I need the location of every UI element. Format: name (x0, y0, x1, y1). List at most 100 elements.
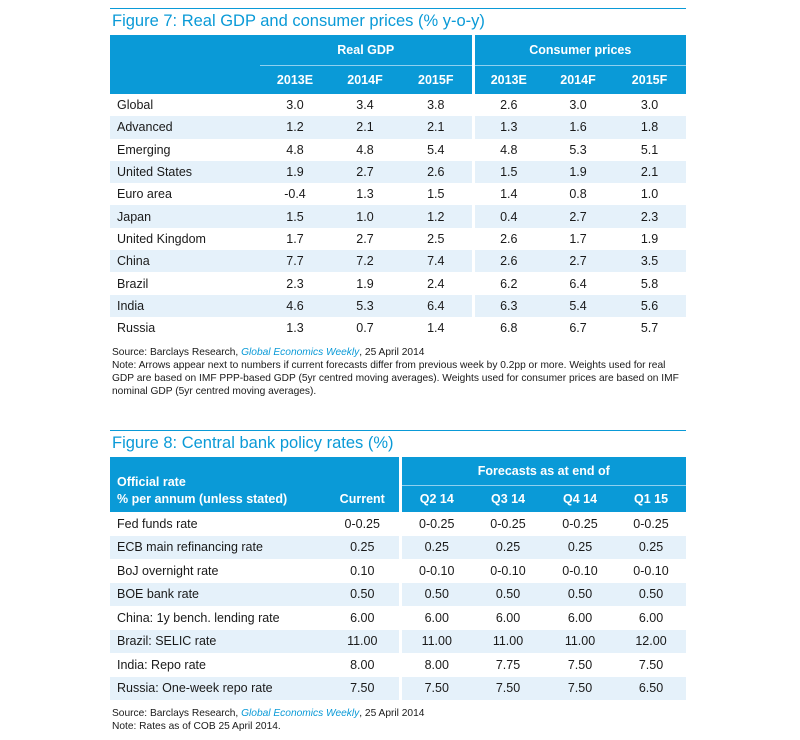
table-cell: 7.2 (330, 250, 400, 273)
table-cell: 2.3 (286, 276, 304, 291)
table-cell: 2.7 (543, 250, 614, 273)
policy-rates-table: Official rate % per annum (unless stated… (110, 457, 686, 700)
col-header: Current (326, 485, 400, 512)
table-cell: 5.4 (543, 294, 614, 317)
row-label: Global (117, 98, 154, 113)
table-cell: 1.3 (286, 321, 304, 336)
source-prefix: Source: Barclays Research, (112, 708, 242, 719)
figure-8-source: Source: Barclays Research, Global Econom… (110, 707, 686, 733)
col-header: 2013E (471, 65, 544, 94)
col-header: 2014F (330, 65, 400, 94)
figure-8: Figure 8: Central bank policy rates (%) … (110, 430, 686, 733)
row-label: Emerging (117, 142, 171, 157)
table-cell: 2.6 (471, 227, 544, 251)
table-row: BOE bank rate 0.50 0.50 0.50 0.50 0.50 (110, 582, 686, 606)
table-cell: 11.00 (326, 629, 400, 653)
table-row: Brazil: SELIC rate 11.00 11.00 11.00 11.00 12… (110, 629, 686, 653)
table-row: China 7.7 7.2 7.4 2.6 2.7 3.5 (110, 250, 687, 273)
table-cell: 6.00 (398, 606, 472, 630)
table-cell: 8.00 (350, 657, 375, 672)
table-cell: 2.7 (543, 205, 614, 228)
table-cell: 1.4 (471, 183, 544, 206)
table-row: BoJ overnight rate 0.10 0-0.10 0-0.10 0-0.10… (110, 559, 686, 583)
table-cell: 0-0.25 (490, 516, 526, 531)
table-cell: 7.50 (398, 676, 472, 700)
table-cell: 1.5 (471, 160, 544, 184)
table-cell: 1.0 (330, 205, 400, 228)
header-consumer-prices: Consumer prices (471, 35, 687, 66)
table-cell: 7.50 (544, 676, 616, 700)
row-label: India (110, 294, 260, 317)
figure-7-note: Note: Arrows appear next to numbers if c… (112, 360, 679, 398)
table-cell: 3.5 (613, 250, 687, 273)
table-cell: 4.8 (356, 142, 374, 157)
col-header: Q2 14 (398, 485, 472, 512)
table-cell: 2.1 (330, 116, 400, 139)
table-cell: 6.4 (569, 276, 587, 291)
table-row: India 4.6 5.3 6.4 6.3 5.4 5.6 (110, 294, 687, 317)
row-label: ECB main refinancing rate (110, 535, 326, 559)
table-cell: 5.4 (427, 142, 445, 157)
table-cell: 2.1 (613, 160, 687, 184)
table-cell: 5.8 (640, 276, 659, 291)
table-cell: 7.7 (260, 250, 330, 273)
source-date: , 25 April 2014 (359, 708, 425, 719)
table-cell: 0.25 (472, 535, 544, 559)
table-cell: 1.4 (427, 321, 445, 336)
table-row: Brazil 2.3 1.9 2.4 6.2 6.4 5.8 (110, 272, 686, 295)
figure-8-note: Note: Rates as of COB 25 April 2014. (112, 721, 281, 732)
col-header: 2013E (260, 65, 330, 94)
table-cell: 0-0.10 (398, 559, 472, 583)
table-cell: 1.3 (356, 187, 374, 202)
table-cell: 0.25 (398, 535, 472, 559)
table-row: Emerging 4.8 4.8 5.4 4.8 5.3 5.1 (110, 138, 686, 161)
table-cell: 0-0.25 (633, 516, 669, 531)
table-cell: 0.25 (544, 535, 616, 559)
header-official-rate: Official rate % per annum (unless stated… (110, 457, 326, 512)
col-header: 2015F (613, 65, 687, 94)
table-cell: 4.8 (471, 138, 544, 161)
table-cell: 0.10 (350, 563, 375, 578)
table-cell: 6.00 (495, 610, 521, 625)
row-label: BOE bank rate (110, 582, 326, 606)
table-cell: 0-0.10 (490, 563, 526, 578)
table-cell: 2.3 (613, 205, 687, 228)
table-cell: 1.7 (286, 231, 304, 246)
table-cell: 1.5 (260, 205, 330, 228)
table-cell: 2.1 (400, 116, 474, 139)
table-cell: 2.7 (330, 160, 400, 184)
table-cell: 7.50 (472, 676, 544, 700)
table-cell: 5.7 (640, 321, 659, 336)
table-cell: 3.0 (569, 98, 587, 113)
table-cell: 3.0 (640, 98, 659, 113)
table-cell: 3.0 (286, 98, 304, 113)
table-cell: 5.3 (330, 294, 400, 317)
table-cell: 2.5 (427, 231, 445, 246)
table-cell: 7.50 (638, 657, 664, 672)
table-cell: 0.50 (544, 582, 616, 606)
table-cell: 6.00 (638, 610, 664, 625)
table-row: Advanced 1.2 2.1 2.1 1.3 1.6 1.8 (110, 116, 687, 139)
col-header: 2014F (543, 65, 614, 94)
header-forecasts: Forecasts as at end of (398, 457, 686, 486)
table-cell: 0-0.25 (398, 512, 472, 536)
table-cell: 11.00 (472, 629, 544, 653)
row-label: Brazil: SELIC rate (110, 629, 326, 653)
table-row: Euro area -0.4 1.3 1.5 1.4 0.8 1.0 (110, 183, 686, 206)
table-row: Russia 1.3 0.7 1.4 6.8 6.7 5.7 (110, 316, 686, 340)
row-label: Japan (110, 205, 260, 228)
row-label: Russia (117, 321, 156, 336)
table-cell: 12.00 (616, 629, 686, 653)
table-cell: 0-0.10 (633, 563, 669, 578)
table-cell: 0.8 (569, 187, 587, 202)
table-cell: 6.2 (471, 272, 544, 295)
table-cell: 6.3 (471, 294, 544, 317)
source-publication: Global Economics Weekly (241, 347, 360, 359)
col-header: Q3 14 (472, 485, 544, 512)
table-cell: 7.50 (567, 657, 593, 672)
table-cell: 2.4 (427, 276, 445, 291)
table-row: Russia: One-week repo rate 7.50 7.50 7.50 7.… (110, 676, 686, 700)
table-row: United States 1.9 2.7 2.6 1.5 1.9 2.1 (110, 160, 687, 184)
figure-7-source: Source: Barclays Research, Global Econom… (110, 346, 686, 398)
table-cell: 3.8 (427, 98, 445, 113)
